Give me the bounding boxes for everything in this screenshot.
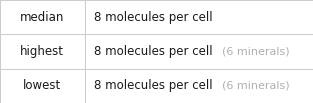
Text: (6 minerals): (6 minerals) [222, 81, 290, 91]
Text: (6 minerals): (6 minerals) [222, 46, 290, 57]
Text: median: median [20, 11, 64, 24]
Text: 8 molecules per cell: 8 molecules per cell [94, 45, 213, 58]
Text: highest: highest [20, 45, 64, 58]
Text: 8 molecules per cell: 8 molecules per cell [94, 79, 213, 92]
Text: 8 molecules per cell: 8 molecules per cell [94, 11, 213, 24]
Text: lowest: lowest [23, 79, 61, 92]
